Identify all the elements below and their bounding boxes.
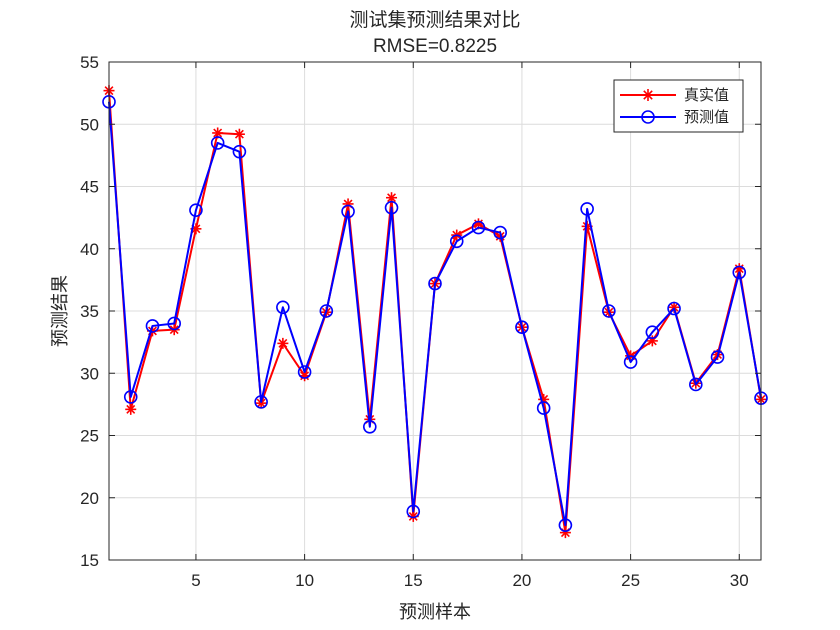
data-point-predicted <box>362 419 377 434</box>
data-point-predicted <box>580 202 594 216</box>
x-axis-label: 预测样本 <box>399 602 471 623</box>
data-point-actual <box>386 192 398 204</box>
y-tick-label: 35 <box>80 302 99 321</box>
y-tick-label: 45 <box>80 178 99 197</box>
ticks: 5 10 15 20 25 30 15 20 25 30 35 40 45 50 55 <box>80 53 761 590</box>
data-point-predicted <box>123 390 138 404</box>
series-layer <box>102 85 768 539</box>
y-tick-label: 30 <box>80 364 99 383</box>
data-point-predicted <box>297 365 312 379</box>
legend-label-actual: 真实值 <box>684 86 729 104</box>
data-point-predicted <box>667 301 681 316</box>
data-point-predicted <box>602 304 616 318</box>
data-point-predicted <box>428 276 442 291</box>
data-point-predicted <box>232 144 247 159</box>
data-point-actual <box>277 337 289 349</box>
data-point-predicted <box>406 504 421 519</box>
data-point-predicted <box>341 204 355 219</box>
data-point-predicted <box>145 319 160 333</box>
legend: 真实值 预测值 <box>613 79 744 133</box>
y-tick-label: 50 <box>80 115 99 134</box>
data-point-predicted <box>645 325 660 339</box>
asterisk-stroke <box>474 219 483 229</box>
asterisk-stroke <box>191 224 201 234</box>
y-tick-label: 25 <box>80 427 99 446</box>
y-tick-label: 20 <box>80 489 99 508</box>
data-point-predicted <box>471 220 486 235</box>
x-tick-label: 10 <box>295 571 314 590</box>
data-point-predicted <box>515 320 529 334</box>
data-point-predicted <box>558 518 573 532</box>
chart-subtitle: RMSE=0.8225 <box>373 36 497 57</box>
y-tick-label: 40 <box>80 240 99 259</box>
asterisk-stroke <box>300 371 310 381</box>
x-tick-label: 30 <box>730 571 749 590</box>
data-point-actual <box>125 403 137 415</box>
asterisk-stroke <box>234 129 244 139</box>
asterisk-stroke <box>278 338 288 348</box>
series-line-predicted <box>108 101 762 527</box>
asterisk-stroke <box>213 128 223 138</box>
data-point-predicted <box>623 355 638 369</box>
y-tick-label: 15 <box>80 551 99 570</box>
y-tick-label: 55 <box>80 53 99 72</box>
data-point-predicted <box>210 136 225 150</box>
x-tick-label: 15 <box>404 571 423 590</box>
data-point-predicted <box>493 225 508 240</box>
asterisk-stroke <box>734 264 744 274</box>
data-point-predicted <box>189 203 203 217</box>
data-point-predicted <box>449 234 464 249</box>
x-tick-label: 20 <box>512 571 531 590</box>
series-predicted <box>102 95 768 532</box>
data-point-predicted <box>688 377 703 392</box>
legend-label-predicted: 预测值 <box>684 108 729 126</box>
asterisk-stroke <box>126 404 136 414</box>
y-axis-label: 预测结果 <box>50 275 71 347</box>
data-point-predicted <box>384 200 399 215</box>
data-point-predicted <box>710 350 725 364</box>
asterisk-stroke <box>256 398 266 408</box>
asterisk-stroke <box>387 193 396 203</box>
asterisk-stroke <box>408 511 418 521</box>
x-tick-label: 25 <box>621 571 640 590</box>
data-point-predicted <box>254 395 268 409</box>
legend-marker-actual <box>642 89 654 101</box>
legend-marker-predicted <box>641 110 655 124</box>
data-point-predicted <box>536 401 551 415</box>
data-point-predicted <box>732 265 747 280</box>
data-point-predicted <box>319 304 334 318</box>
chart-title: 测试集预测结果对比 <box>349 9 520 31</box>
data-point-predicted <box>276 300 290 315</box>
x-tick-label: 5 <box>191 571 200 590</box>
data-point-actual <box>233 128 245 140</box>
data-point-predicted <box>167 316 181 331</box>
series-actual <box>103 85 767 539</box>
legend-box <box>613 79 744 133</box>
